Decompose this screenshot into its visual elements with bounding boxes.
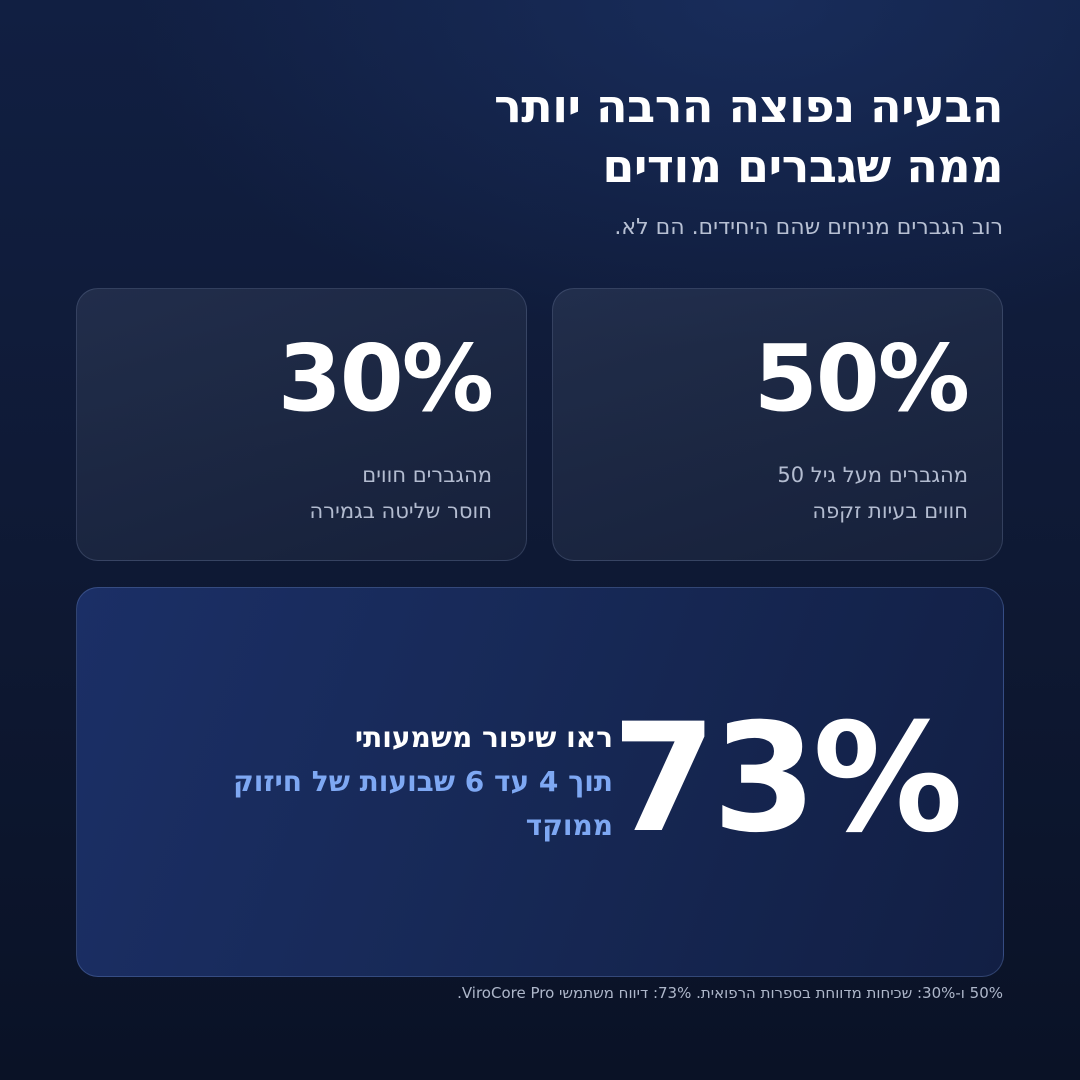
stat-description-line-1: מהגברים מעל גיל 50 <box>777 463 968 487</box>
stat-value: 30% <box>277 325 494 432</box>
stat-card-erectile: 50% מהגברים מעל גיל 50 חווים בעיות זקפה <box>552 288 1003 561</box>
feature-description: ראו שיפור משמעותי תוך 4 עד 6 שבועות של ח… <box>183 716 613 848</box>
source-footnote: 50% ו-30%: שכיחות מדווחת בספרות הרפואית.… <box>457 984 1003 1002</box>
stat-description: מהגברים מעל גיל 50 חווים בעיות זקפה <box>587 457 968 529</box>
page-subtitle: רוב הגברים מניחים שהם היחידים. הם לא. <box>614 215 1003 240</box>
stat-description-line-1: מהגברים חווים <box>362 463 492 487</box>
feature-highlight: תוך 4 עד 6 שבועות של חיזוק ממוקד <box>233 765 613 842</box>
title-line-2: ממה שגברים מודים <box>602 139 1003 193</box>
stat-description-line-2: חווים בעיות זקפה <box>812 499 968 523</box>
stat-value: 50% <box>753 325 970 432</box>
feature-heading: ראו שיפור משמעותי <box>354 721 613 754</box>
stat-card-ejaculation: 30% מהגברים חווים חוסר שליטה בגמירה <box>76 288 527 561</box>
title-line-1: הבעיה נפוצה הרבה יותר <box>494 79 1003 133</box>
page-title: הבעיה נפוצה הרבה יותר ממה שגברים מודים <box>243 76 1003 196</box>
feature-card-improvement: 73% ראו שיפור משמעותי תוך 4 עד 6 שבועות … <box>76 587 1004 977</box>
stat-description-line-2: חוסר שליטה בגמירה <box>309 499 492 523</box>
stat-description: מהגברים חווים חוסר שליטה בגמירה <box>111 457 492 529</box>
feature-value: 73% <box>611 692 963 866</box>
